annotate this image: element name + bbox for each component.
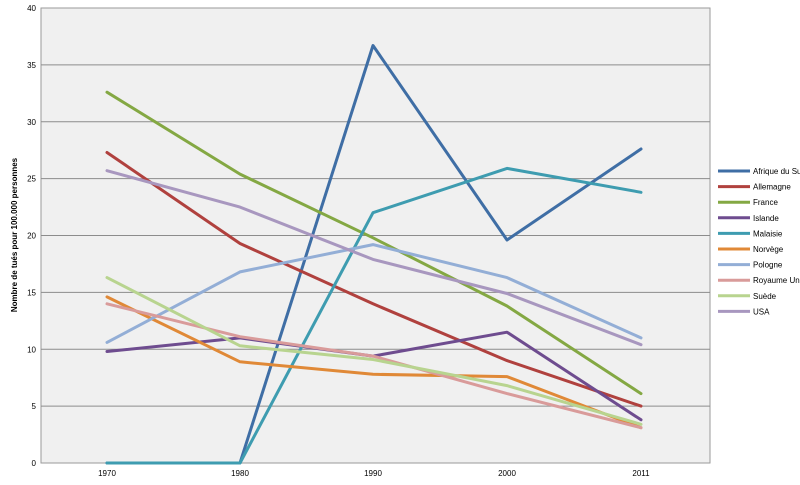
y-tick-label: 40 xyxy=(27,4,36,13)
y-tick-label: 5 xyxy=(32,402,37,411)
y-tick-label: 20 xyxy=(27,232,36,241)
x-tick-label: 2011 xyxy=(632,469,650,478)
legend: Afrique du Sud Allemagne France Islande Mala… xyxy=(718,167,800,316)
y-tick-label: 15 xyxy=(27,288,36,297)
x-axis-ticks: 1970 1980 1990 2000 2011 xyxy=(98,469,650,478)
y-axis-label: Nombre de tués pour 100.000 personnes xyxy=(10,157,19,312)
legend-label: Malaisie xyxy=(753,229,783,238)
legend-label: Norvège xyxy=(753,245,784,254)
series-line-usa xyxy=(105,169,643,347)
series-line-norv-ge xyxy=(105,295,643,430)
legend-label: Suède xyxy=(753,292,777,301)
y-tick-label: 0 xyxy=(32,459,37,468)
legend-label: Afrique du Sud xyxy=(753,167,800,176)
y-tick-label: 25 xyxy=(27,175,36,184)
x-tick-label: 1990 xyxy=(364,469,382,478)
legend-label: Pologne xyxy=(753,261,783,270)
x-tick-label: 1980 xyxy=(231,469,249,478)
series-line-malaisie xyxy=(105,166,643,465)
series-line-allemagne xyxy=(105,151,643,408)
legend-label: Allemagne xyxy=(753,183,791,192)
y-tick-label: 10 xyxy=(27,345,36,354)
series-lines xyxy=(105,44,643,465)
legend-label: France xyxy=(753,198,778,207)
legend-label: Islande xyxy=(753,214,779,223)
series-line-pologne xyxy=(105,243,643,344)
x-tick-label: 2000 xyxy=(498,469,516,478)
legend-label: USA xyxy=(753,307,770,316)
y-tick-label: 35 xyxy=(27,61,36,70)
legend-label: Royaume Uni xyxy=(753,276,800,285)
x-tick-label: 1970 xyxy=(98,469,116,478)
series-line-su-de xyxy=(105,276,643,426)
series-line-royaume-uni xyxy=(105,302,643,430)
series-line-france xyxy=(105,90,643,396)
y-axis-ticks: 0 5 10 15 20 25 30 35 40 xyxy=(27,4,36,468)
y-tick-label: 30 xyxy=(27,118,36,127)
